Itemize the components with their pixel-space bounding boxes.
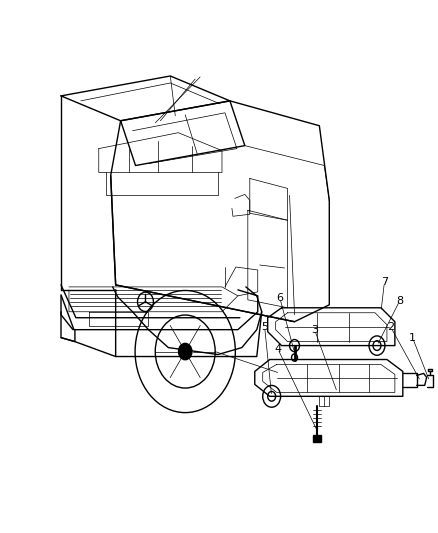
Text: 1: 1 — [409, 333, 416, 343]
Text: 8: 8 — [396, 296, 403, 306]
Text: 4: 4 — [274, 344, 281, 354]
Text: 5: 5 — [261, 322, 268, 333]
Text: 2: 2 — [387, 322, 395, 333]
Text: 3: 3 — [311, 325, 318, 335]
Text: 7: 7 — [381, 277, 388, 287]
Text: 6: 6 — [276, 293, 283, 303]
Circle shape — [179, 343, 192, 360]
Polygon shape — [314, 435, 321, 442]
